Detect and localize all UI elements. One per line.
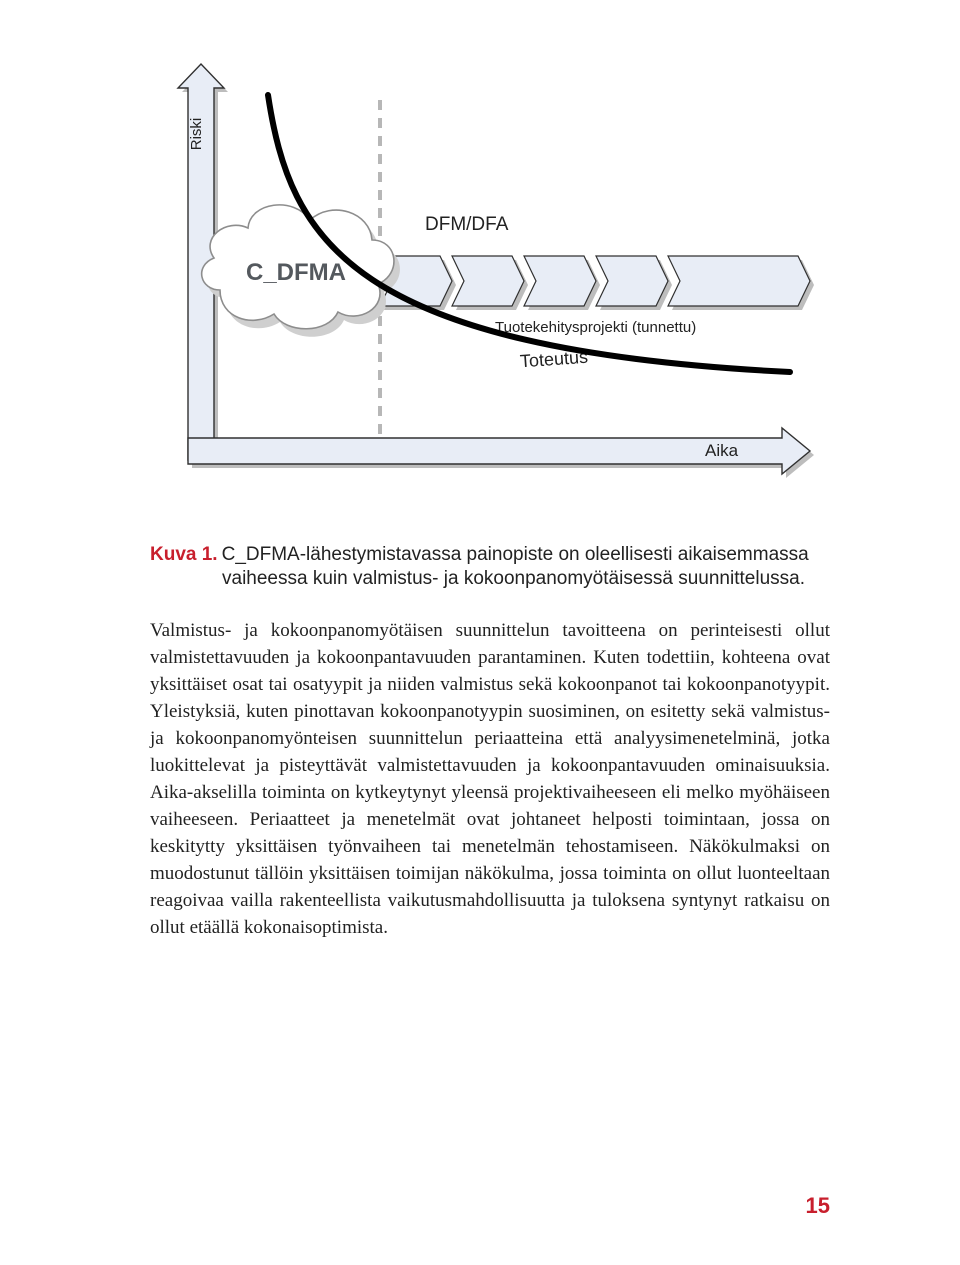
figure-caption: Kuva 1. C_DFMA-lähestymistavassa painopi…	[150, 544, 830, 590]
page-number: 15	[806, 1193, 830, 1219]
diagram: Riski Aika DFM/DFA Tuotekehitysprojekti …	[150, 60, 830, 500]
x-axis-label: Aika	[705, 441, 739, 460]
tuotekehitys-label: Tuotekehitysprojekti (tunnettu)	[495, 319, 696, 336]
body-paragraph: Valmistus- ja kokoonpanomyötäisen suunni…	[150, 618, 830, 942]
caption-line1: C_DFMA-lähestymistavassa painopiste on o…	[222, 544, 809, 565]
caption-line2: vaiheessa kuin valmistus- ja kokoonpanom…	[222, 568, 830, 590]
diagram-svg: Riski Aika DFM/DFA Tuotekehitysprojekti …	[150, 60, 830, 500]
caption-label: Kuva 1.	[150, 544, 218, 565]
y-axis-label: Riski	[188, 118, 205, 151]
dfm-label: DFM/DFA	[425, 214, 509, 235]
cloud-label: C_DFMA	[246, 259, 346, 286]
